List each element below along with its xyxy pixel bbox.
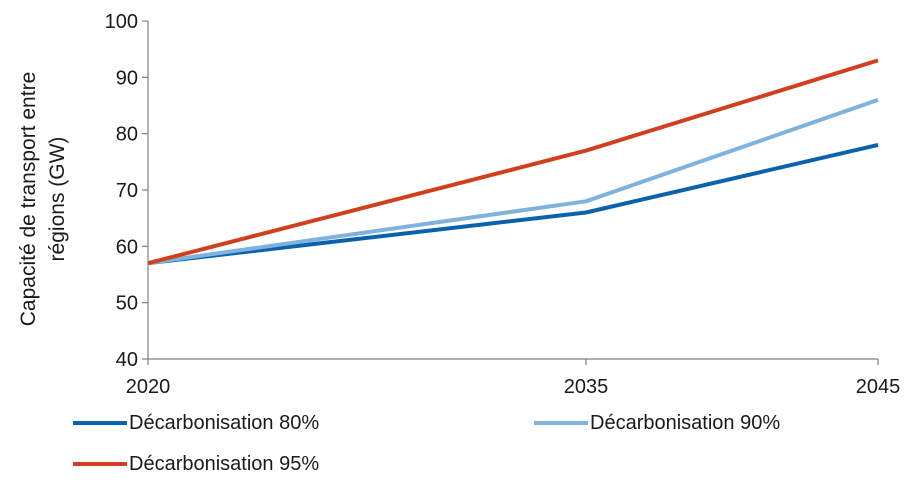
y-tick-label: 100 [105,11,138,33]
x-tick-label: 2035 [564,376,609,398]
y-axis-title-line: Capacité de transport entre [17,72,40,326]
series-line-2 [147,98,879,266]
y-tick-label: 80 [116,124,138,146]
series-line-3 [147,58,879,266]
y-tick-label: 70 [116,180,138,202]
series-layer [147,58,879,266]
x-tick-label: 2020 [126,376,171,398]
y-axis-title: Capacité de transport entre régions (GW) [17,72,69,326]
y-tick-label: 50 [116,293,138,315]
y-tick-label: 90 [116,67,138,89]
x-tick-label: 2045 [856,376,901,398]
y-tick-label: 40 [116,349,138,371]
y-tick-label: 60 [116,236,138,258]
y-axis-title-line: régions (GW) [46,137,69,262]
series-line-1 [147,142,879,266]
chart-axes: 40 50 60 70 80 90 100 2020 2035 2045 [105,11,901,398]
